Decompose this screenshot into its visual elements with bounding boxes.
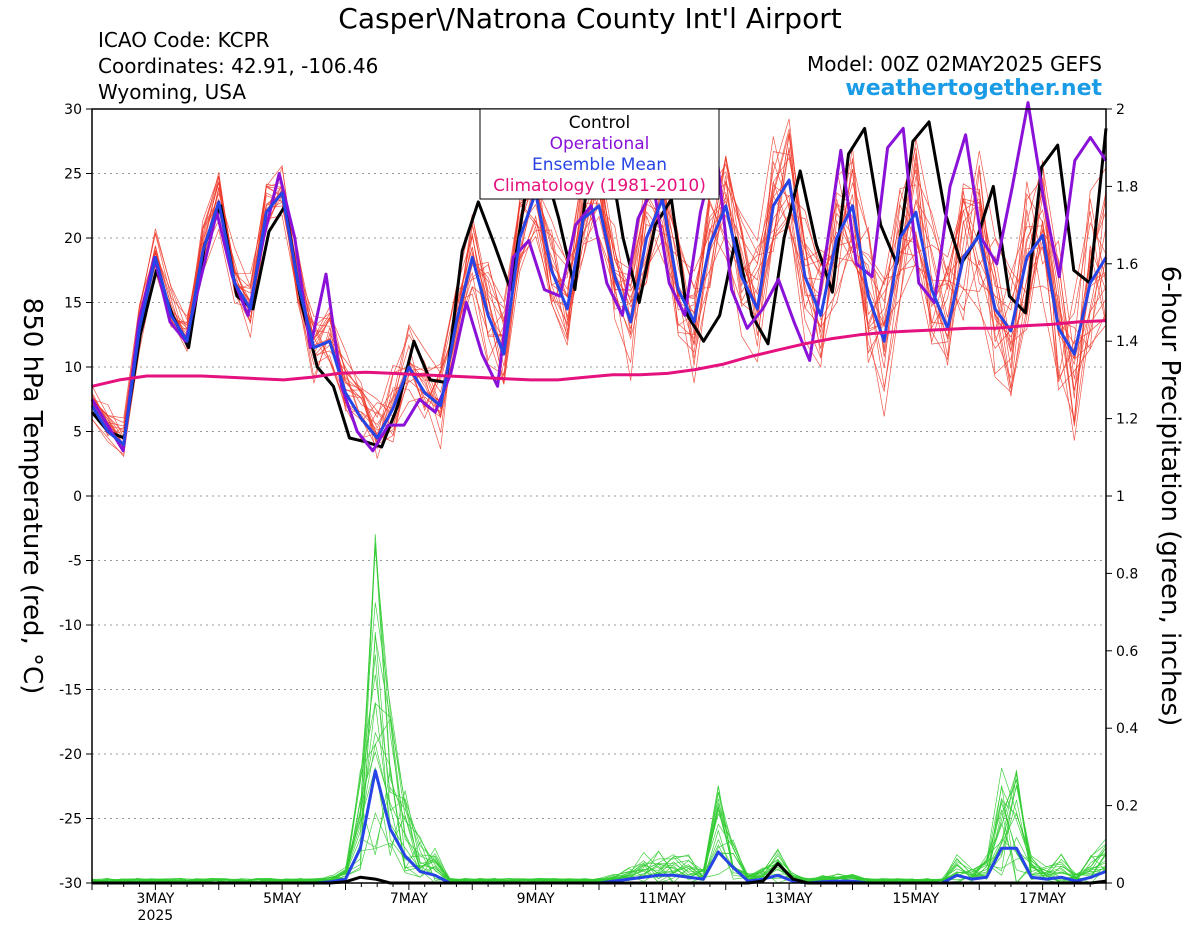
- precip-member-line: [91, 743, 1107, 884]
- tick-labels: 302520151050-5-10-15-20-25-3021.81.61.41…: [59, 102, 1138, 924]
- right-tick-label: 1.8: [1116, 179, 1138, 195]
- x-tick-sublabel: 2025: [138, 908, 174, 924]
- precip-member-line: [91, 534, 1107, 884]
- region-label: Wyoming, USA: [98, 80, 247, 104]
- temp-series-ensemble-mean: [90, 178, 1108, 446]
- left-tick-label: -25: [59, 812, 82, 828]
- right-tick-label: 1: [1116, 489, 1125, 505]
- precip-member-line: [91, 718, 1107, 884]
- icao-code: ICAO Code: KCPR: [98, 28, 270, 52]
- right-tick-label: 0: [1116, 876, 1125, 892]
- right-tick-label: 1.4: [1116, 334, 1138, 350]
- x-tick-label: 3MAY: [136, 891, 174, 907]
- left-tick-label: 25: [64, 167, 82, 183]
- right-tick-label: 0.6: [1116, 644, 1138, 660]
- ensemble-member-lines: [91, 118, 1107, 884]
- brand-link[interactable]: weathertogether.net: [845, 76, 1102, 101]
- temp-series-climatology-1981-2010: [91, 319, 1107, 388]
- x-tick-label: 9MAY: [517, 891, 555, 907]
- grid-lines: [92, 173, 1106, 819]
- right-tick-label: 1.2: [1116, 412, 1138, 428]
- x-tick-label: 15MAY: [892, 891, 939, 907]
- precip-member-line: [91, 702, 1107, 884]
- legend-entry: Control: [569, 113, 630, 133]
- precip-member-line: [91, 632, 1107, 884]
- x-tick-label: 17MAY: [1019, 891, 1066, 907]
- left-tick-label: -15: [59, 683, 82, 699]
- series-lines: [90, 101, 1108, 885]
- precip-member-line: [91, 602, 1107, 884]
- x-tick-label: 13MAY: [766, 891, 813, 907]
- x-tick-label: 7MAY: [390, 891, 428, 907]
- right-tick-label: 0.8: [1116, 566, 1138, 582]
- precip-member-line: [91, 544, 1107, 884]
- left-tick-label: 15: [64, 296, 82, 312]
- right-tick-label: 0.4: [1116, 721, 1138, 737]
- left-tick-label: 20: [64, 231, 82, 247]
- right-tick-label: 0.2: [1116, 799, 1138, 815]
- legend-entry: Climatology (1981-2010): [493, 176, 706, 196]
- precip-member-line: [91, 702, 1107, 884]
- left-tick-label: 0: [73, 489, 82, 505]
- legend-box: [479, 108, 720, 200]
- left-tick-label: 30: [64, 102, 82, 118]
- precip-member-line: [91, 636, 1107, 884]
- right-tick-label: 2: [1116, 102, 1125, 118]
- precip-member-line: [91, 542, 1107, 884]
- right-tick-label: 1.6: [1116, 257, 1138, 273]
- left-tick-label: -5: [68, 554, 82, 570]
- precip-member-line: [91, 674, 1107, 884]
- chart-title: Casper\/Natrona County Int'l Airport: [338, 2, 842, 35]
- legend-entry: Operational: [550, 134, 650, 154]
- x-tick-label: 5MAY: [263, 891, 301, 907]
- precip-member-line: [91, 654, 1107, 884]
- left-tick-label: 5: [73, 425, 82, 441]
- coordinates: Coordinates: 42.91, -106.46: [98, 54, 379, 78]
- precip-member-line: [91, 547, 1107, 884]
- legend-entry: Ensemble Mean: [532, 155, 667, 175]
- left-tick-label: -30: [59, 876, 82, 892]
- x-tick-label: 11MAY: [639, 891, 686, 907]
- left-tick-label: -10: [59, 618, 82, 634]
- left-tick-label: -20: [59, 747, 82, 763]
- left-tick-label: 10: [64, 360, 82, 376]
- plot-frame: [91, 108, 1107, 884]
- precip-member-line: [91, 806, 1107, 884]
- model-run-label: Model: 00Z 02MAY2025 GEFS: [807, 52, 1102, 76]
